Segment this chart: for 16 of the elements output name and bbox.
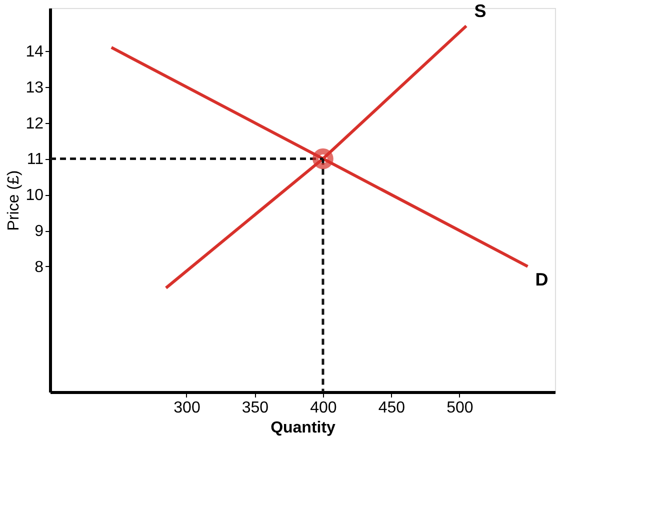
x-tick-label: 400	[310, 400, 337, 416]
y-tick-label: 8	[34, 258, 44, 276]
y-tick-label: 12	[26, 115, 44, 132]
y-tick-label: 13	[26, 79, 44, 96]
y-axis-title: Price (£)	[6, 170, 23, 231]
x-axis-title: Quantity	[270, 420, 336, 436]
x-tick-label: 300	[174, 400, 200, 416]
y-tick-label: 14	[26, 44, 44, 61]
x-tick-label: 500	[446, 400, 474, 416]
y-tick-label: 10	[26, 187, 44, 204]
y-tick-label: 9	[34, 223, 44, 240]
x-tick-label: 350	[242, 400, 269, 416]
series-label: D	[535, 269, 548, 290]
series-label: S	[474, 0, 486, 21]
x-tick-label: 450	[378, 400, 406, 416]
y-tick-label: 11	[26, 151, 44, 168]
